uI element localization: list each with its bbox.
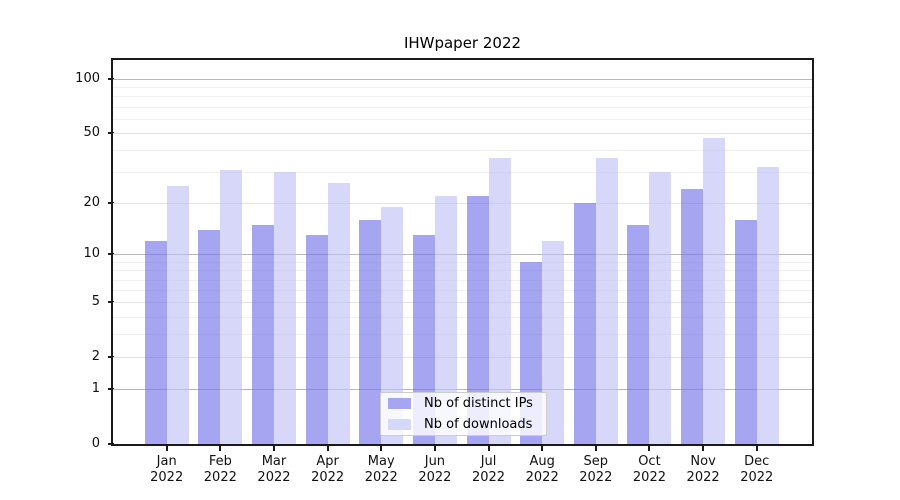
bar-ips-sep <box>573 203 596 444</box>
x-tick-mark <box>702 445 705 451</box>
y-axis: 0 1 2 5 10 20 50 100 <box>0 60 114 451</box>
bar-ips-jan <box>144 241 167 444</box>
legend: Nb of distinct IPs Nb of downloads <box>380 392 547 436</box>
gridline-10 <box>113 254 812 256</box>
x-axis: Jan 2022 Feb 2022 Mar 2022 Apr 2022 May 2022 Jun 20… <box>113 444 812 500</box>
bar-ips-mar <box>251 224 274 444</box>
gridline-minor <box>113 316 812 318</box>
x-tick-label: Oct 2022 <box>632 454 666 485</box>
y-tick-label: 50 <box>83 125 100 141</box>
gridline-minor <box>113 270 812 272</box>
gridline-20 <box>113 203 812 205</box>
gridline-minor <box>113 172 812 174</box>
bar-ips-jul <box>466 196 489 444</box>
y-tick-label: 2 <box>91 349 100 365</box>
bar-ips-oct <box>627 224 650 444</box>
bar-downloads-aug <box>542 241 565 444</box>
x-tick-mark <box>165 445 168 451</box>
bar-downloads-sep <box>595 158 618 444</box>
x-tick-mark <box>755 445 758 451</box>
x-tick-mark <box>487 445 490 451</box>
bar-downloads-jul <box>488 158 511 444</box>
x-tick-mark <box>326 445 329 451</box>
x-tick-mark <box>272 445 275 451</box>
gridline-1 <box>113 389 812 391</box>
gridline-minor <box>113 334 812 336</box>
x-tick-label: Sep 2022 <box>579 454 613 485</box>
legend-item-downloads: Nb of downloads <box>381 415 546 434</box>
bar-ips-jun <box>412 235 435 444</box>
y-tick-label: 20 <box>83 195 100 211</box>
bar-downloads-nov <box>703 137 726 444</box>
x-tick-label: May 2022 <box>364 454 398 485</box>
x-tick-mark <box>380 445 383 451</box>
bar-ips-feb <box>198 229 221 444</box>
bar-ips-apr <box>305 235 328 444</box>
gridline-minor <box>113 118 812 120</box>
x-tick-label: Jan 2022 <box>150 454 184 485</box>
legend-label-distinct-ips: Nb of distinct IPs <box>424 396 533 411</box>
y-tick-label: 5 <box>91 294 100 310</box>
gridline-minor <box>113 150 812 152</box>
x-tick-mark <box>541 445 544 451</box>
x-tick-mark <box>648 445 651 451</box>
bar-downloads-oct <box>649 172 672 444</box>
bar-ips-dec <box>734 219 757 444</box>
y-tick-label: 1 <box>91 381 100 397</box>
x-tick-label: Jun 2022 <box>418 454 452 485</box>
bar-ips-nov <box>681 189 704 444</box>
x-tick-label: Jul 2022 <box>471 454 506 485</box>
x-tick-label: Nov 2022 <box>686 454 720 485</box>
gridline-minor <box>113 87 812 89</box>
bar-downloads-apr <box>327 183 350 444</box>
legend-swatch-distinct-ips <box>388 398 411 409</box>
gridline-minor <box>113 279 812 281</box>
y-tick-label: 10 <box>83 246 100 262</box>
legend-item-distinct-ips: Nb of distinct IPs <box>381 394 546 413</box>
bar-downloads-jan <box>166 186 189 444</box>
x-tick-label: Mar 2022 <box>257 454 291 485</box>
gridline-2 <box>113 357 812 359</box>
y-tick-label: 100 <box>75 71 100 86</box>
x-tick-mark <box>433 445 436 451</box>
gridline-minor <box>113 261 812 263</box>
bar-ips-may <box>359 219 382 444</box>
chart-title: IHWpaper 2022 <box>403 34 522 52</box>
bar-downloads-jun <box>434 196 457 444</box>
plot-area <box>113 60 812 444</box>
legend-swatch-downloads <box>388 419 411 430</box>
x-tick-mark <box>219 445 222 451</box>
x-tick-label: Dec 2022 <box>740 454 774 485</box>
gridline-50 <box>113 133 812 135</box>
bar-downloads-may <box>381 207 404 444</box>
x-tick-mark <box>594 445 597 451</box>
bar-downloads-feb <box>220 169 243 444</box>
x-tick-label: Aug 2022 <box>525 454 559 485</box>
legend-label-downloads: Nb of downloads <box>424 417 533 432</box>
x-tick-label: Feb 2022 <box>203 454 237 485</box>
gridline-5 <box>113 302 812 304</box>
y-tick-label: 0 <box>91 436 100 451</box>
gridline-100 <box>113 79 812 80</box>
x-tick-label: Apr 2022 <box>311 454 345 485</box>
gridline-minor <box>113 96 812 98</box>
gridline-minor <box>113 106 812 108</box>
bar-downloads-dec <box>756 167 779 444</box>
bar-downloads-mar <box>273 172 296 444</box>
gridline-minor <box>113 290 812 292</box>
